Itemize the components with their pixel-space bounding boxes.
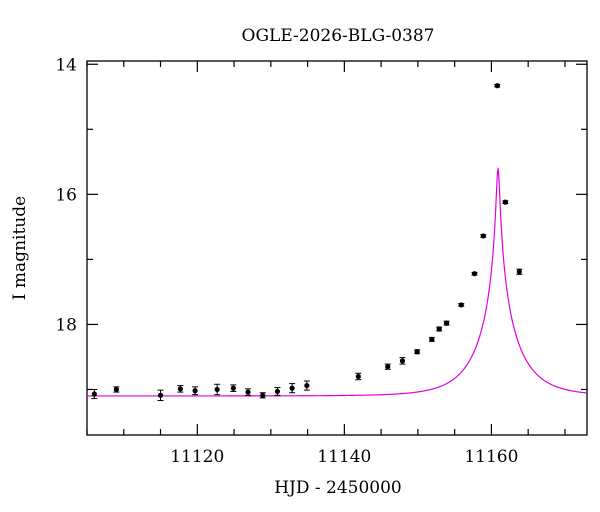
data-point (91, 391, 97, 397)
y-axis-label: I magnitude (10, 196, 30, 300)
data-point (443, 320, 450, 326)
x-tick-label: 11120 (170, 447, 224, 467)
data-point (399, 358, 406, 364)
data-point (289, 385, 295, 391)
x-axis-label: HJD - 2450000 (274, 478, 402, 498)
data-point (177, 386, 183, 392)
data-point (113, 386, 120, 393)
data-point (436, 326, 442, 332)
data-point (502, 199, 508, 205)
data-point (192, 388, 198, 394)
data-point (385, 364, 391, 370)
data-point (355, 373, 361, 380)
data-point (230, 385, 236, 391)
data-point (480, 233, 486, 239)
data-point (274, 388, 281, 395)
data-point (471, 271, 478, 277)
data-point (260, 392, 266, 398)
plot-frame (86, 60, 588, 436)
x-tick-label: 11160 (464, 447, 518, 467)
data-point (157, 392, 164, 398)
plot-area: 11120 11140 11160 14 16 18 (55, 55, 588, 467)
x-tick-label: 11140 (317, 447, 371, 467)
chart-title: OGLE-2026-BLG-0387 (242, 26, 435, 46)
data-point (414, 349, 420, 355)
y-tick-label: 14 (55, 55, 77, 75)
data-point (245, 389, 251, 395)
data-point (494, 83, 500, 89)
y-tick-label: 16 (55, 185, 77, 205)
data-point (458, 302, 464, 308)
data-point (516, 269, 522, 275)
data-point (304, 382, 310, 389)
model-curve (87, 167, 588, 397)
data-point (214, 386, 220, 393)
data-point (429, 336, 435, 342)
y-tick-label: 18 (55, 315, 77, 335)
